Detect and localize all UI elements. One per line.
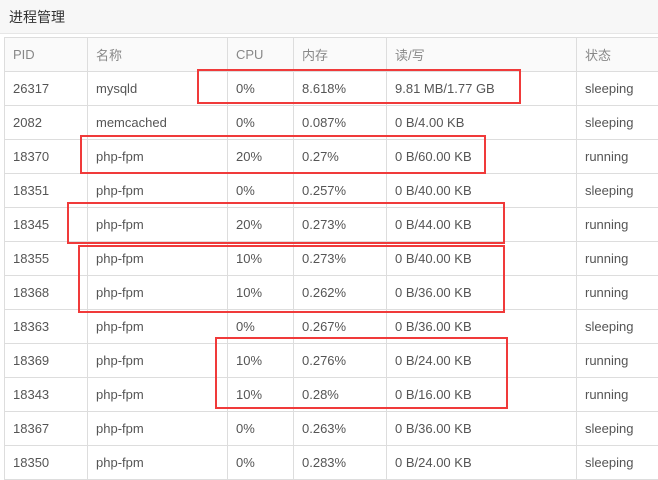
table-header-row: PID 名称 CPU 内存 读/写 状态	[5, 38, 658, 72]
cell-cpu: 0%	[228, 106, 294, 140]
cell-status: running	[577, 378, 658, 412]
cell-cpu: 20%	[228, 208, 294, 242]
cell-io: 0 B/36.00 KB	[387, 276, 577, 310]
cell-memory: 0.262%	[294, 276, 387, 310]
cell-status: running	[577, 242, 658, 276]
cell-status: running	[577, 276, 658, 310]
cell-name: php-fpm	[88, 378, 228, 412]
cell-status: sleeping	[577, 106, 658, 140]
cell-memory: 0.263%	[294, 412, 387, 446]
cell-name: php-fpm	[88, 310, 228, 344]
cell-name: php-fpm	[88, 412, 228, 446]
cell-pid: 2082	[5, 106, 88, 140]
cell-name: php-fpm	[88, 344, 228, 378]
cell-name: mysqld	[88, 72, 228, 106]
cell-memory: 0.267%	[294, 310, 387, 344]
cell-name: php-fpm	[88, 242, 228, 276]
column-header-status[interactable]: 状态	[577, 38, 658, 72]
cell-cpu: 10%	[228, 276, 294, 310]
cell-io: 0 B/16.00 KB	[387, 378, 577, 412]
cell-io: 0 B/24.00 KB	[387, 344, 577, 378]
cell-status: sleeping	[577, 72, 658, 106]
cell-io: 9.81 MB/1.77 GB	[387, 72, 577, 106]
cell-memory: 0.273%	[294, 208, 387, 242]
cell-memory: 8.618%	[294, 72, 387, 106]
cell-pid: 18369	[5, 344, 88, 378]
cell-cpu: 10%	[228, 242, 294, 276]
cell-io: 0 B/36.00 KB	[387, 412, 577, 446]
cell-status: sleeping	[577, 446, 658, 480]
cell-cpu: 10%	[228, 344, 294, 378]
cell-name: php-fpm	[88, 276, 228, 310]
cell-pid: 18345	[5, 208, 88, 242]
cell-pid: 18367	[5, 412, 88, 446]
cell-pid: 18355	[5, 242, 88, 276]
cell-memory: 0.283%	[294, 446, 387, 480]
cell-status: running	[577, 208, 658, 242]
cell-status: sleeping	[577, 412, 658, 446]
panel-header: 进程管理	[0, 0, 658, 34]
cell-cpu: 0%	[228, 412, 294, 446]
cell-io: 0 B/24.00 KB	[387, 446, 577, 480]
cell-memory: 0.273%	[294, 242, 387, 276]
cell-memory: 0.28%	[294, 378, 387, 412]
column-header-name[interactable]: 名称	[88, 38, 228, 72]
panel-title: 进程管理	[9, 7, 65, 27]
cell-cpu: 10%	[228, 378, 294, 412]
column-header-memory[interactable]: 内存	[294, 38, 387, 72]
cell-pid: 18350	[5, 446, 88, 480]
cell-cpu: 0%	[228, 174, 294, 208]
cell-status: sleeping	[577, 174, 658, 208]
cell-status: running	[577, 344, 658, 378]
cell-pid: 18351	[5, 174, 88, 208]
cell-pid: 18368	[5, 276, 88, 310]
cell-cpu: 20%	[228, 140, 294, 174]
cell-name: memcached	[88, 106, 228, 140]
column-header-io[interactable]: 读/写	[387, 38, 577, 72]
cell-cpu: 0%	[228, 72, 294, 106]
cell-memory: 0.087%	[294, 106, 387, 140]
cell-pid: 18343	[5, 378, 88, 412]
cell-cpu: 0%	[228, 310, 294, 344]
cell-io: 0 B/44.00 KB	[387, 208, 577, 242]
cell-memory: 0.27%	[294, 140, 387, 174]
cell-status: sleeping	[577, 310, 658, 344]
cell-name: php-fpm	[88, 208, 228, 242]
cell-io: 0 B/40.00 KB	[387, 174, 577, 208]
cell-memory: 0.257%	[294, 174, 387, 208]
cell-pid: 26317	[5, 72, 88, 106]
cell-cpu: 0%	[228, 446, 294, 480]
cell-name: php-fpm	[88, 446, 228, 480]
cell-io: 0 B/36.00 KB	[387, 310, 577, 344]
cell-pid: 18370	[5, 140, 88, 174]
cell-io: 0 B/40.00 KB	[387, 242, 577, 276]
cell-io: 0 B/60.00 KB	[387, 140, 577, 174]
cell-io: 0 B/4.00 KB	[387, 106, 577, 140]
column-header-pid[interactable]: PID	[5, 38, 88, 72]
cell-name: php-fpm	[88, 174, 228, 208]
cell-name: php-fpm	[88, 140, 228, 174]
cell-pid: 18363	[5, 310, 88, 344]
cell-status: running	[577, 140, 658, 174]
cell-memory: 0.276%	[294, 344, 387, 378]
column-header-cpu[interactable]: CPU	[228, 38, 294, 72]
